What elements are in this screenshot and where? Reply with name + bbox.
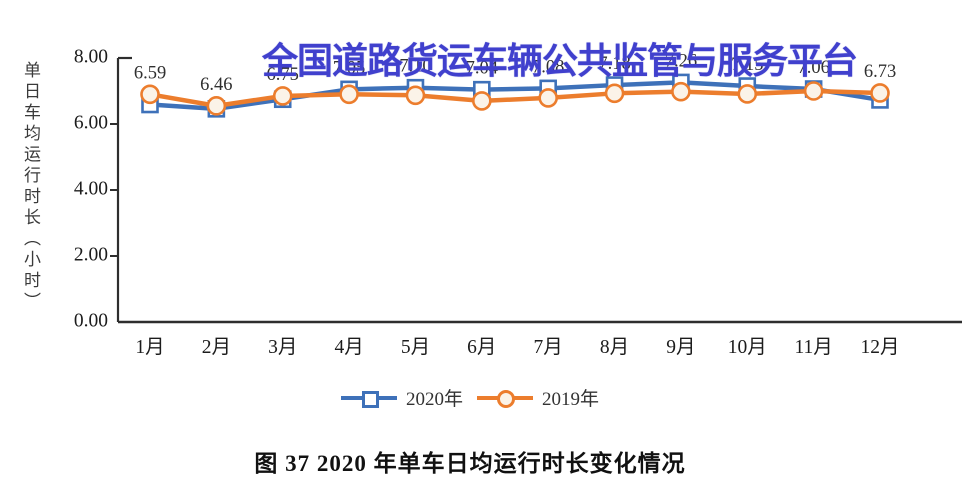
y-tick-label: 2.00 [74, 244, 108, 265]
point-label: 7.05 [333, 58, 365, 78]
legend-item-2019: 2019年 [477, 384, 599, 411]
watermark-text: 全国道路货运车辆公共监管与服务平台 [262, 41, 858, 81]
y-axis-title: 单日车均运行时长（小时） [21, 61, 40, 313]
x-tick-label: 1月 [135, 337, 164, 358]
legend-label-2020: 2020年 [405, 389, 463, 410]
legend-label-2019: 2019年 [542, 389, 600, 410]
x-tick-label: 8月 [600, 337, 629, 358]
x-tick-label: 10月 [728, 337, 767, 358]
x-tick-label: 11月 [794, 337, 832, 358]
data-point-circle [339, 84, 359, 105]
x-tick-label: 5月 [401, 337, 430, 358]
x-tick-label: 12月 [860, 337, 899, 358]
data-point-circle [671, 81, 691, 102]
point-label: 6.46 [200, 75, 232, 95]
y-tick-label: 4.00 [74, 178, 108, 199]
data-point-circle [140, 84, 160, 105]
legend-swatch-2019 [477, 389, 533, 408]
point-label: 7.06 [797, 58, 829, 78]
data-point-circle [803, 81, 824, 101]
data-point-circle [604, 83, 625, 104]
data-point-circle [538, 88, 558, 108]
legend: 2020年 2019年 [0, 384, 940, 411]
point-label: 7.15 [731, 55, 763, 75]
point-label: 7.10 [399, 57, 431, 77]
point-label: 7.18 [598, 54, 630, 74]
x-tick-label: 3月 [268, 337, 297, 358]
y-tick-label: 6.00 [74, 112, 108, 133]
figure-caption: 图 37 2020 年单车日均运行时长变化情况 [254, 451, 686, 476]
series-line-2020年 [149, 80, 881, 112]
y-tick-label: 0.00 [74, 310, 108, 331]
point-label: 7.04 [466, 59, 498, 79]
point-label: 6.75 [267, 65, 299, 85]
plot-area: 0.00 2.00 4.00 6.00 8.00 1月 2月 3月 4月 5月 6月 7月 8月 9月 10… [74, 46, 962, 358]
legend-swatch-2020 [340, 390, 397, 408]
square-marker-icon [361, 390, 379, 408]
data-point-circle [870, 83, 890, 103]
x-tick-label: 9月 [666, 337, 695, 358]
point-label: 6.59 [134, 63, 166, 83]
point-label: 6.73 [864, 62, 896, 82]
data-point-circle [737, 84, 758, 104]
circle-marker-icon [497, 389, 515, 408]
legend-item-2020: 2020年 [340, 384, 463, 411]
point-label: 7.08 [532, 57, 564, 77]
point-label: 7.26 [665, 51, 697, 71]
x-tick-label: 4月 [334, 337, 363, 358]
x-tick-label: 6月 [467, 337, 496, 358]
data-point-circle [405, 85, 426, 106]
y-tick-label: 8.00 [74, 46, 108, 67]
series-line-2019年 [149, 88, 881, 109]
data-point-circle [206, 96, 227, 116]
data-point-circle [272, 86, 293, 106]
x-tick-label: 7月 [534, 337, 563, 358]
x-tick-label: 2月 [202, 337, 231, 358]
data-point-circle [472, 91, 492, 111]
